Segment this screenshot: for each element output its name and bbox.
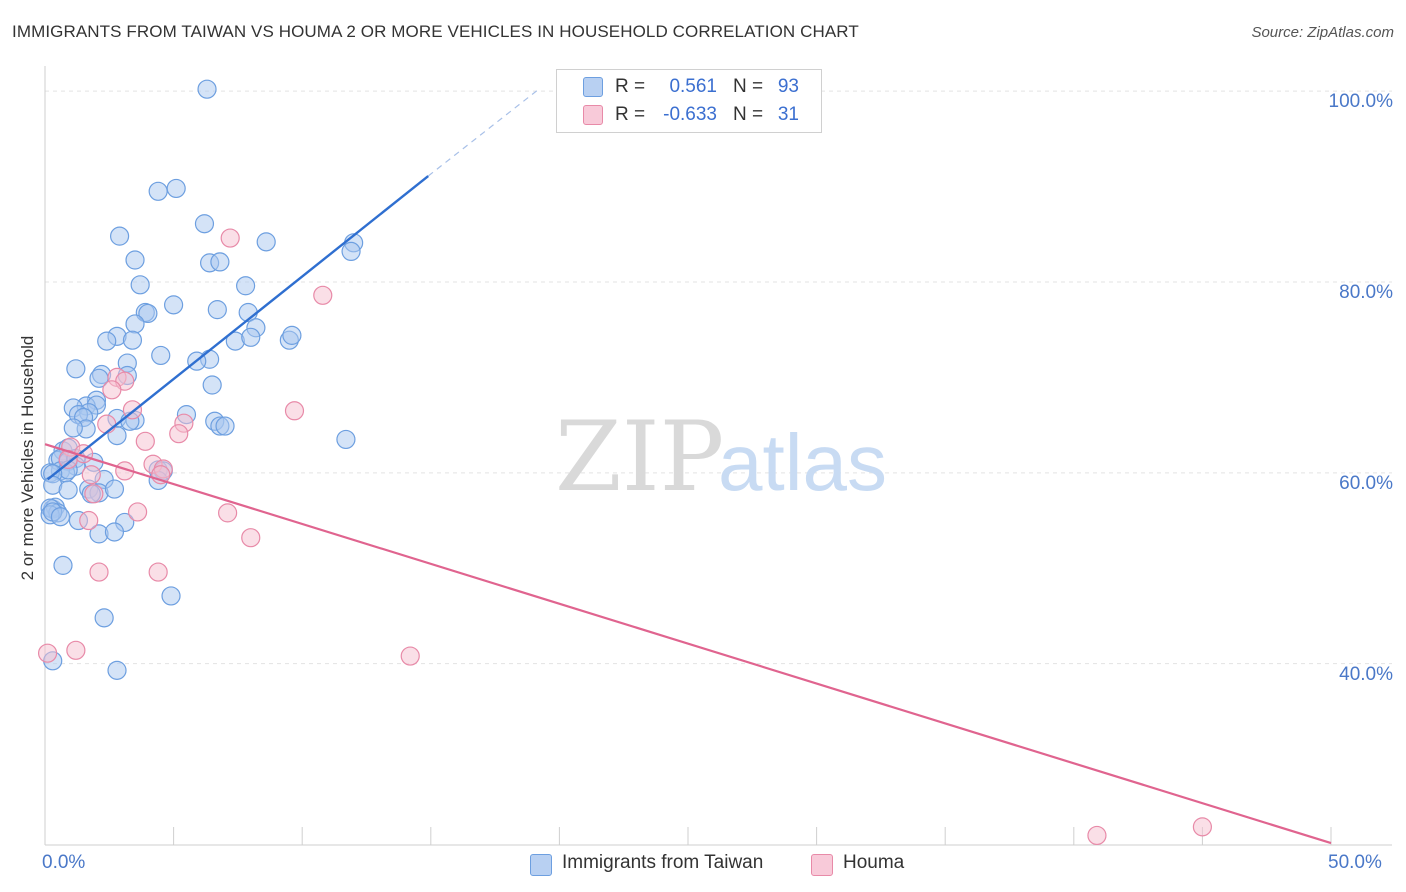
taiwan-point (336, 429, 356, 450)
legend-row-houma: R = -0.633 N = 31 (557, 102, 821, 128)
correlation-legend: R = 0.561 N = 93 R = -0.633 N = 31 (556, 69, 822, 133)
taiwan-point (107, 660, 127, 680)
houma-point (97, 414, 117, 434)
taiwan-point (236, 276, 256, 296)
taiwan-point (207, 300, 227, 320)
x-tick-label-max: 50.0% (1328, 852, 1382, 873)
taiwan-point (50, 507, 71, 527)
taiwan-point (148, 181, 168, 201)
source-credit: Source: ZipAtlas.com (1251, 24, 1394, 41)
legend-swatch-taiwan (530, 854, 552, 876)
taiwan-trend-line (46, 175, 429, 481)
gridlines (45, 90, 1392, 665)
taiwan-point (210, 252, 230, 272)
x-tick-label-min: 0.0% (42, 852, 86, 873)
trend-lines (44, 88, 1332, 845)
taiwan-point (104, 479, 125, 499)
taiwan-point (215, 416, 235, 436)
taiwan-point (256, 232, 276, 252)
taiwan-point (58, 480, 78, 500)
taiwan-point (341, 241, 361, 262)
y-tick-label: 40.0% (1339, 663, 1393, 685)
taiwan-point (63, 418, 83, 438)
legend-n-label: N = (733, 76, 764, 97)
houma-point (81, 465, 101, 485)
legend-r-value-taiwan: 0.561 (669, 76, 717, 97)
taiwan-point (109, 226, 130, 246)
taiwan-point (53, 555, 73, 575)
watermark-zip: ZIP (555, 401, 724, 513)
houma-point (400, 646, 420, 666)
y-tick-label: 80.0% (1339, 281, 1393, 303)
houma-point (89, 562, 109, 582)
legend-n-label: N = (733, 104, 764, 125)
legend-r-value-houma: -0.633 (663, 104, 717, 125)
series-taiwan-points (40, 79, 364, 680)
legend-label-houma: Houma (843, 852, 905, 873)
chart-title: IMMIGRANTS FROM TAIWAN VS HOUMA 2 OR MOR… (12, 22, 859, 41)
taiwan-point (202, 375, 222, 395)
taiwan-trend-extension (427, 88, 540, 177)
y-tick-label: 100.0% (1328, 91, 1393, 113)
taiwan-point (97, 331, 117, 351)
legend-swatch-taiwan (583, 77, 603, 97)
houma-point (102, 380, 122, 400)
legend-swatch-houma (583, 105, 603, 125)
taiwan-point (66, 359, 86, 379)
houma-point (313, 285, 333, 305)
legend-n-value-taiwan: 93 (777, 76, 799, 97)
houma-point (84, 484, 104, 504)
houma-point (1192, 817, 1213, 837)
houma-point (169, 424, 189, 444)
houma-trend-line (44, 443, 1332, 845)
legend-n-value-houma: 31 (777, 104, 799, 125)
houma-point (79, 510, 99, 531)
legend-row-taiwan: R = 0.561 N = 93 (557, 74, 821, 100)
y-tick-label: 60.0% (1339, 472, 1393, 494)
taiwan-point (122, 330, 143, 350)
houma-point (241, 528, 261, 548)
taiwan-point (194, 214, 215, 234)
houma-point (220, 228, 240, 248)
taiwan-point (125, 314, 145, 334)
houma-point (37, 643, 58, 663)
taiwan-point (125, 250, 145, 270)
legend-r-label: R = (615, 76, 646, 97)
houma-point (1087, 825, 1107, 846)
taiwan-point (166, 178, 186, 199)
taiwan-point (282, 325, 302, 345)
taiwan-point (197, 79, 217, 99)
taiwan-point (164, 295, 184, 315)
legend-label-taiwan: Immigrants from Taiwan (562, 852, 764, 873)
taiwan-point (130, 275, 150, 295)
houma-point (284, 401, 305, 421)
houma-point (218, 503, 238, 523)
houma-point (66, 640, 86, 660)
taiwan-point (104, 522, 125, 542)
legend-swatch-houma (811, 854, 833, 876)
x-axis (44, 66, 1392, 846)
houma-point (127, 502, 148, 522)
houma-point (148, 562, 168, 582)
taiwan-point (241, 327, 261, 347)
watermark-atlas: atlas (718, 418, 887, 507)
series-houma-points (37, 228, 1213, 846)
houma-point (135, 431, 155, 451)
taiwan-point (94, 608, 114, 628)
legend-r-label: R = (615, 104, 646, 125)
taiwan-point (138, 303, 158, 324)
taiwan-point (151, 345, 171, 366)
taiwan-point (161, 586, 181, 606)
